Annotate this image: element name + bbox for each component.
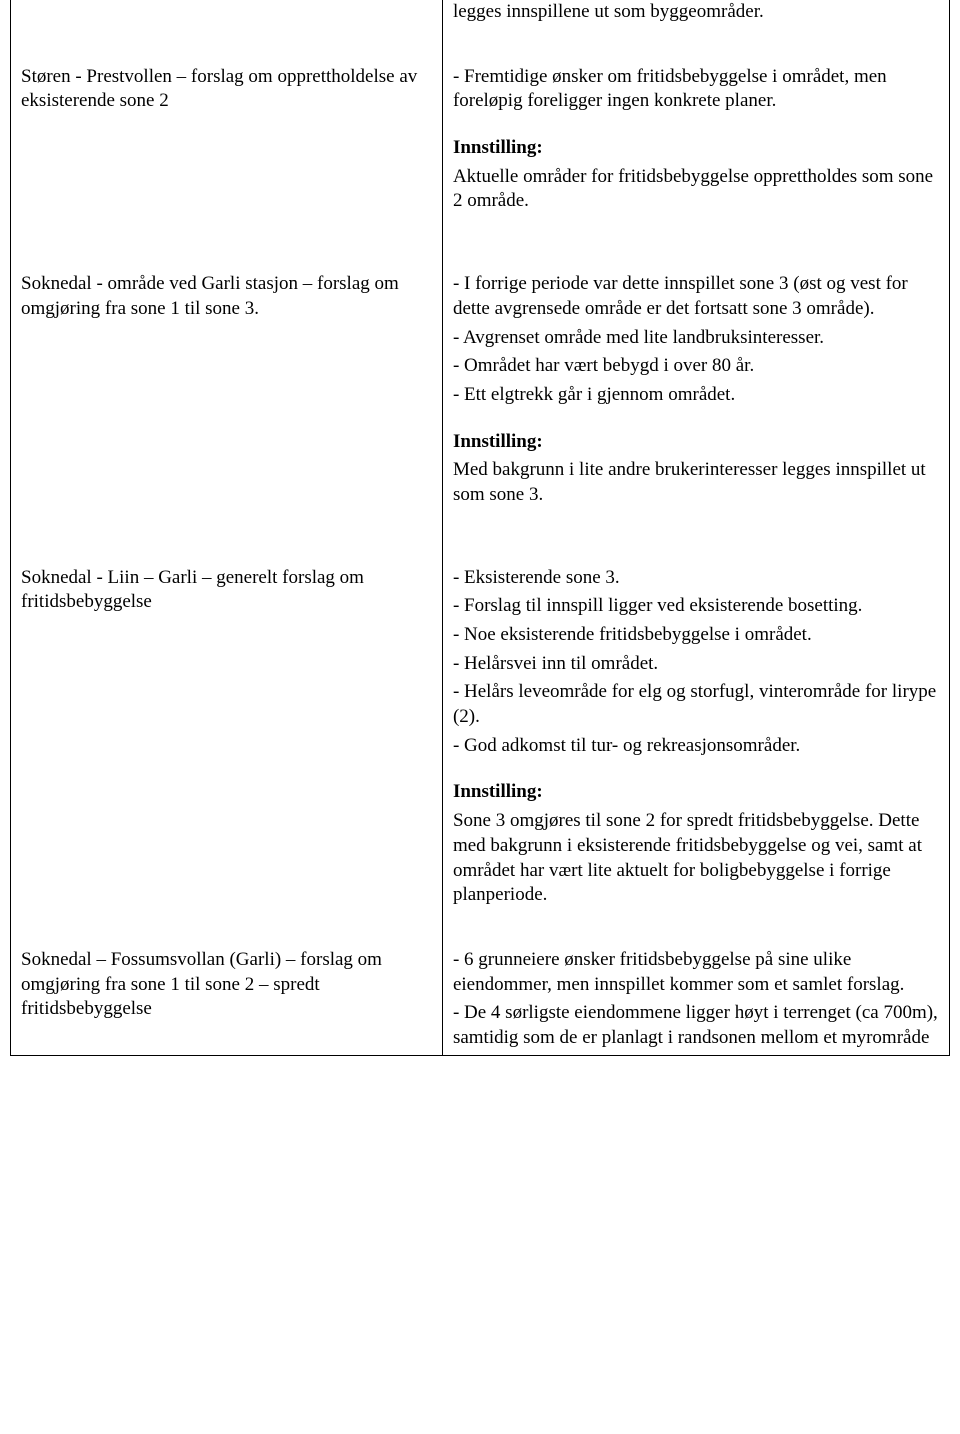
text: - Ett elgtrekk går i gjennom området.	[453, 383, 939, 408]
text: - Helårs leveområde for elg og storfugl,…	[453, 680, 939, 729]
text: - Avgrenset område med lite landbruksint…	[453, 326, 939, 351]
document-table: legges innspillene ut som byggeområder. …	[10, 0, 950, 1056]
cell-left: Soknedal - område ved Garli stasjon – fo…	[11, 254, 443, 548]
text: - Noe eksisterende fritidsbebyggelse i o…	[453, 623, 939, 648]
proposal-title: Støren - Prestvollen – forslag om oppret…	[21, 65, 432, 114]
innstilling-heading: Innstilling:	[453, 430, 939, 455]
proposal-title: Soknedal – Fossumsvollan (Garli) – forsl…	[21, 948, 432, 1022]
cell-right: - Fremtidige ønsker om fritidsbebyggelse…	[442, 65, 949, 254]
text: Med bakgrunn i lite andre brukerinteress…	[453, 458, 939, 507]
text: Sone 3 omgjøres til sone 2 for spredt fr…	[453, 809, 939, 908]
proposal-title: Soknedal - Liin – Garli – generelt forsl…	[21, 566, 432, 615]
text: - Helårsvei inn til området.	[453, 652, 939, 677]
table-row: Soknedal – Fossumsvollan (Garli) – forsl…	[11, 948, 950, 1055]
proposal-title: Soknedal - område ved Garli stasjon – fo…	[21, 272, 432, 321]
text: - 6 grunneiere ønsker fritidsbebyggelse …	[453, 948, 939, 997]
cell-right: legges innspillene ut som byggeområder.	[442, 0, 949, 65]
cell-right: - 6 grunneiere ønsker fritidsbebyggelse …	[442, 948, 949, 1055]
text: - God adkomst til tur- og rekreasjonsomr…	[453, 734, 939, 759]
innstilling-heading: Innstilling:	[453, 136, 939, 161]
innstilling-heading: Innstilling:	[453, 780, 939, 805]
cell-left: Soknedal - Liin – Garli – generelt forsl…	[11, 548, 443, 948]
text: - Eksisterende sone 3.	[453, 566, 939, 591]
table-row: legges innspillene ut som byggeområder.	[11, 0, 950, 65]
cell-left	[11, 0, 443, 65]
table-row: Soknedal - område ved Garli stasjon – fo…	[11, 254, 950, 548]
cell-right: - Eksisterende sone 3. - Forslag til inn…	[442, 548, 949, 948]
cell-right: - I forrige periode var dette innspillet…	[442, 254, 949, 548]
table-row: Støren - Prestvollen – forslag om oppret…	[11, 65, 950, 254]
text: - De 4 sørligste eiendommene ligger høyt…	[453, 1001, 939, 1050]
text: - I forrige periode var dette innspillet…	[453, 272, 939, 321]
text: - Forslag til innspill ligger ved eksist…	[453, 594, 939, 619]
text: Aktuelle områder for fritidsbebyggelse o…	[453, 165, 939, 214]
table-row: Soknedal - Liin – Garli – generelt forsl…	[11, 548, 950, 948]
cell-left: Støren - Prestvollen – forslag om oppret…	[11, 65, 443, 254]
text: - Fremtidige ønsker om fritidsbebyggelse…	[453, 65, 939, 114]
text: legges innspillene ut som byggeområder.	[453, 0, 939, 25]
text: - Området har vært bebygd i over 80 år.	[453, 354, 939, 379]
cell-left: Soknedal – Fossumsvollan (Garli) – forsl…	[11, 948, 443, 1055]
